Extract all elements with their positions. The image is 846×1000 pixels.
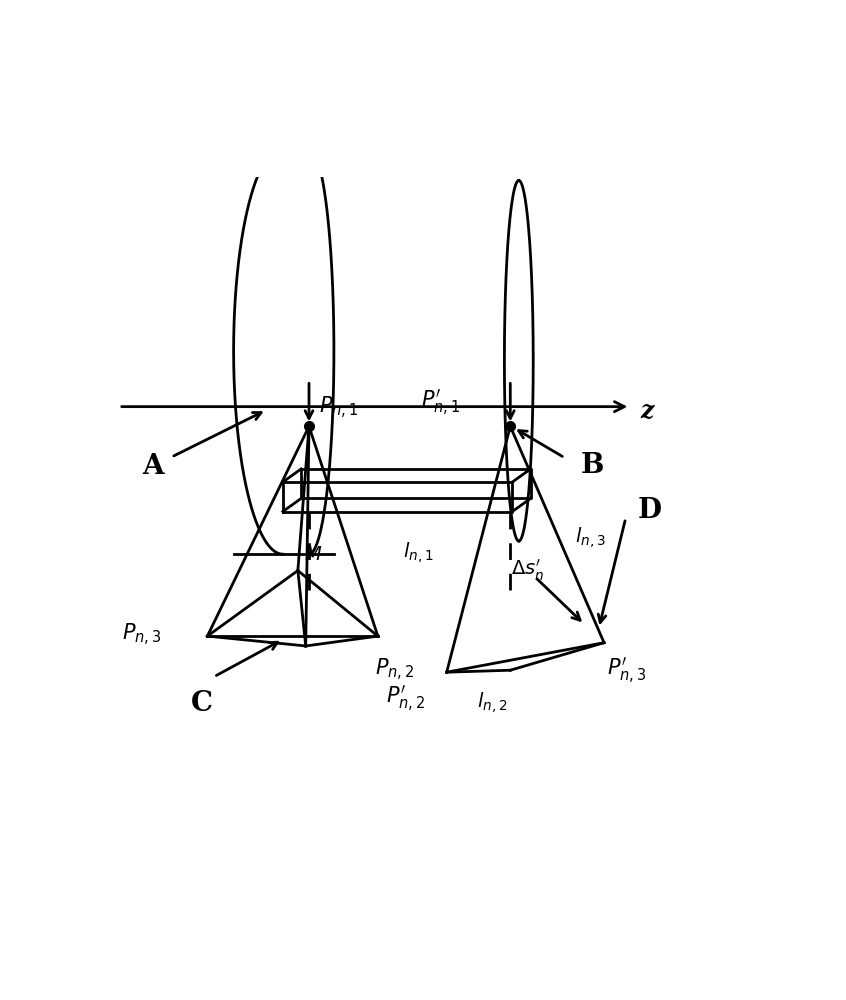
Text: A: A xyxy=(142,453,163,480)
Text: $P_{n,3}$: $P_{n,3}$ xyxy=(122,622,162,648)
Text: $l_{n,1}$: $l_{n,1}$ xyxy=(404,540,433,565)
Text: C: C xyxy=(191,690,213,717)
Text: $\Delta s_n'$: $\Delta s_n'$ xyxy=(511,558,544,583)
Text: B: B xyxy=(581,452,605,479)
Text: $M$: $M$ xyxy=(304,546,322,564)
Text: z: z xyxy=(640,399,653,423)
Text: $P_{n,3}'$: $P_{n,3}'$ xyxy=(607,656,646,686)
Text: $P_{n,1}'$: $P_{n,1}'$ xyxy=(420,388,460,418)
Text: $P_{n,2}$: $P_{n,2}$ xyxy=(375,657,414,683)
Text: $l_{n,2}$: $l_{n,2}$ xyxy=(477,690,508,715)
Text: $P_{n,1}$: $P_{n,1}$ xyxy=(319,395,358,421)
Text: D: D xyxy=(638,497,662,524)
Text: $P_{n,2}'$: $P_{n,2}'$ xyxy=(387,683,426,714)
Text: $l_{n,3}$: $l_{n,3}$ xyxy=(574,525,605,550)
